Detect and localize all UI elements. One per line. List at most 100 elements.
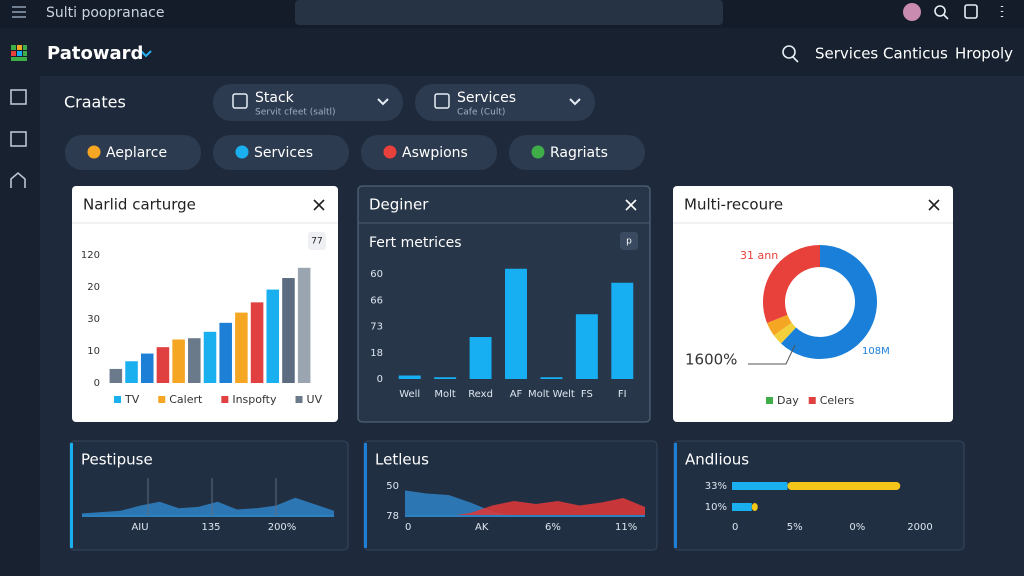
avatar[interactable] <box>903 3 921 21</box>
chip-dot <box>531 145 545 159</box>
panel-accent <box>364 443 367 548</box>
area <box>405 490 645 516</box>
nav-link[interactable]: Hropoly <box>955 45 1013 63</box>
chip[interactable] <box>65 135 201 170</box>
bar <box>203 331 217 383</box>
y-tick-label: 20 <box>87 282 100 293</box>
bar <box>282 278 295 383</box>
y-tick-label: 18 <box>370 348 383 359</box>
y-tick-label: 60 <box>370 269 383 280</box>
row-label: 10% <box>705 502 727 513</box>
search-box[interactable] <box>295 0 723 25</box>
donut-segment <box>763 245 821 323</box>
panel-title: Pestipuse <box>81 451 153 469</box>
nav-search[interactable] <box>782 45 796 59</box>
badge <box>620 232 638 250</box>
chip-label: Services <box>254 145 313 161</box>
donut-segment <box>780 245 877 359</box>
bar <box>235 312 248 383</box>
menu-icon[interactable] <box>12 6 26 18</box>
bar <box>297 267 311 383</box>
legend-label: Calert <box>169 393 203 406</box>
nav-bar <box>0 28 1024 76</box>
y-tick-label: 50 <box>386 481 399 492</box>
bar <box>140 353 154 383</box>
y-tick-label: 30 <box>87 314 100 325</box>
close-button[interactable] <box>625 199 637 211</box>
panel-accent <box>70 443 73 548</box>
nav-link[interactable]: Canticus <box>883 45 948 63</box>
legend-swatch <box>808 397 816 404</box>
bar <box>266 289 280 383</box>
panel-title: Narlid carturge <box>83 196 196 214</box>
legend-label: Inspofty <box>232 393 277 406</box>
dropdown-chevron[interactable] <box>377 98 389 106</box>
bar-segment <box>787 482 901 490</box>
bar <box>250 302 264 383</box>
x-tick-label: 0 <box>732 522 738 533</box>
dropdown[interactable] <box>415 84 595 121</box>
toolbar-label: Craates <box>64 93 126 112</box>
chip-dot <box>235 145 249 159</box>
leader-line <box>748 344 796 365</box>
side-icon[interactable] <box>10 171 26 188</box>
legend-swatch <box>766 397 773 404</box>
panel-subtitle: Fert metrices <box>369 235 462 251</box>
dropdown-title: Services <box>457 90 516 106</box>
x-tick-label: 2000 <box>907 522 932 533</box>
chip[interactable] <box>361 135 497 170</box>
grid-icon[interactable] <box>11 45 27 61</box>
bar <box>505 268 527 379</box>
x-tick-label: AIU <box>131 522 148 533</box>
brand-chevron[interactable] <box>140 50 152 58</box>
side-icon[interactable] <box>10 89 27 105</box>
chip-dot <box>87 145 101 159</box>
x-tick-label: AK <box>475 522 489 533</box>
bar <box>109 368 123 383</box>
doc-icon[interactable] <box>964 4 978 19</box>
chip-label: Aswpions <box>402 145 468 161</box>
donut-segment <box>773 322 797 344</box>
donut-label: 108M <box>862 346 890 357</box>
bar <box>219 322 232 383</box>
y-tick-label: 0 <box>94 378 100 389</box>
search-icon[interactable] <box>934 5 946 17</box>
y-tick-label: 0 <box>377 374 383 385</box>
x-tick-label: FS <box>581 389 593 400</box>
area <box>405 498 645 516</box>
x-tick-label: 0% <box>849 522 865 533</box>
nav-link[interactable]: Services <box>815 45 878 63</box>
dropdown[interactable] <box>213 84 403 121</box>
bar <box>611 282 634 379</box>
bar <box>434 377 457 379</box>
bar <box>156 347 170 383</box>
bar <box>172 339 185 383</box>
bar-segment <box>732 482 788 490</box>
donut-segment <box>767 314 792 336</box>
dropdown-chevron[interactable] <box>569 98 581 106</box>
legend-label: UV <box>307 393 323 406</box>
app-title: Sulti poopranace <box>46 5 164 21</box>
panel-accent <box>674 443 677 548</box>
x-tick-label: 135 <box>201 522 220 533</box>
panel-title: Deginer <box>369 196 429 214</box>
bar <box>398 375 421 379</box>
bar <box>469 337 492 379</box>
legend-swatch <box>295 396 303 403</box>
y-tick-label: 66 <box>370 295 383 306</box>
x-tick-label: Well <box>399 389 420 400</box>
chip[interactable] <box>213 135 349 170</box>
close-button[interactable] <box>928 199 940 211</box>
bar <box>125 361 138 383</box>
y-tick-label: 120 <box>81 250 100 261</box>
y-tick-label: 10 <box>87 346 100 357</box>
close-button[interactable] <box>313 199 325 211</box>
bar-segment <box>732 503 752 511</box>
x-tick-label: 11% <box>615 522 637 533</box>
brand[interactable]: Patoward <box>47 43 143 64</box>
side-icon[interactable] <box>10 131 27 147</box>
dropdown-sub: Servit cfeet (saltl) <box>255 108 336 118</box>
legend-swatch <box>158 396 166 403</box>
x-tick-label: 6% <box>545 522 561 533</box>
chip[interactable] <box>509 135 645 170</box>
